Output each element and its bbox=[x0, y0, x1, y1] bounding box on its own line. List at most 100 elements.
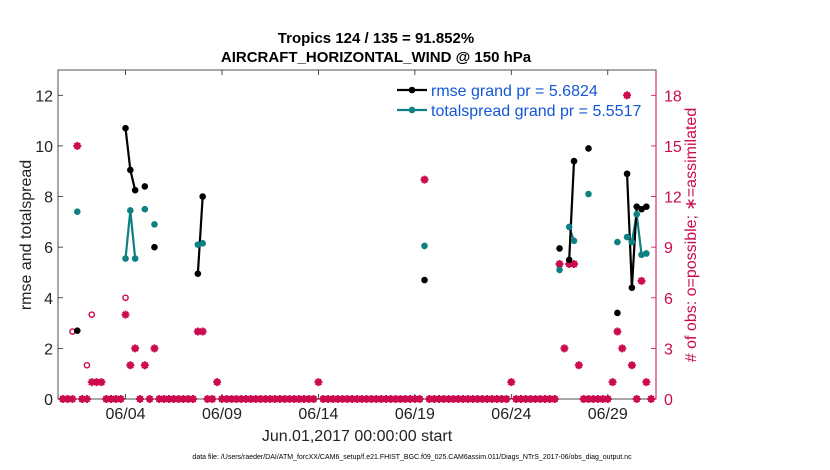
obs-assimilated-marker bbox=[63, 395, 72, 403]
rmse-marker bbox=[570, 157, 578, 165]
obs-assimilated-marker bbox=[632, 395, 641, 403]
obs-assimilated-marker bbox=[463, 395, 472, 403]
obs-assimilated-marker bbox=[121, 310, 130, 319]
obs-assimilated-marker bbox=[290, 395, 299, 403]
obs-assimilated-marker bbox=[574, 361, 583, 370]
obs-assimilated-marker bbox=[570, 260, 579, 269]
obs-assimilated-marker bbox=[444, 395, 453, 403]
obs-assimilated-marker bbox=[299, 395, 308, 403]
obs-assimilated-marker bbox=[227, 395, 236, 403]
obs-assimilated-marker bbox=[565, 260, 574, 269]
y-tick-label: 6 bbox=[44, 240, 53, 257]
obs-assimilated-marker bbox=[256, 395, 265, 403]
obs-assimilated-marker bbox=[68, 395, 77, 403]
rmse-line bbox=[568, 161, 576, 260]
obs-assimilated-marker bbox=[410, 395, 419, 403]
obs-assimilated-marker bbox=[58, 395, 67, 403]
legend-rmse-label: rmse grand pr = 5.6824 bbox=[431, 83, 598, 100]
obs-assimilated-marker bbox=[213, 378, 222, 387]
obs-assimilated-marker bbox=[251, 395, 260, 403]
obs-assimilated-marker bbox=[189, 395, 198, 403]
obs-assimilated-marker bbox=[502, 395, 511, 403]
obs-assimilated-marker bbox=[434, 395, 443, 403]
rmse-marker bbox=[122, 124, 129, 132]
obs-assimilated-marker bbox=[420, 175, 429, 184]
obs-assimilated-marker bbox=[82, 395, 91, 403]
obs-assimilated-marker bbox=[184, 395, 193, 403]
obs-assimilated-marker bbox=[516, 395, 525, 403]
obs-assimilated-marker bbox=[314, 378, 323, 387]
obs-assimilated-marker bbox=[468, 395, 477, 403]
spread-marker bbox=[565, 223, 573, 231]
obs-assimilated-marker bbox=[266, 395, 275, 403]
obs-assimilated-marker bbox=[140, 361, 149, 370]
obs-assimilated-marker bbox=[598, 395, 607, 403]
obs-assimilated-marker bbox=[271, 395, 280, 403]
y-tick-label-right: 3 bbox=[664, 341, 673, 358]
x-tick-label: 06/24 bbox=[491, 406, 531, 423]
rmse-line bbox=[196, 196, 204, 274]
y-tick-label-right: 6 bbox=[664, 291, 673, 308]
obs-assimilated-marker bbox=[396, 395, 405, 403]
obs-assimilated-marker bbox=[560, 344, 569, 353]
obs-assimilated-marker bbox=[488, 395, 497, 403]
rmse-marker bbox=[421, 276, 428, 284]
obs-assimilated-marker bbox=[512, 395, 521, 403]
obs-assimilated-marker bbox=[449, 395, 458, 403]
x-tick-label: 06/04 bbox=[105, 406, 145, 423]
obs-assimilated-marker bbox=[367, 395, 376, 403]
obs-assimilated-marker bbox=[145, 395, 154, 403]
rmse-marker bbox=[614, 309, 621, 317]
obs-assimilated-marker bbox=[483, 395, 492, 403]
plot-area bbox=[57, 69, 657, 400]
obs-possible-marker bbox=[83, 361, 91, 369]
obs-assimilated-marker bbox=[73, 141, 82, 150]
obs-assimilated-marker bbox=[304, 395, 313, 403]
y-tick-label-right: 9 bbox=[664, 240, 673, 257]
obs-assimilated-marker bbox=[131, 344, 140, 353]
obs-assimilated-marker bbox=[459, 395, 468, 403]
x-tick-label: 06/09 bbox=[202, 406, 242, 423]
obs-assimilated-marker bbox=[150, 344, 159, 353]
y-axis-label: rmse and totalspread bbox=[18, 160, 35, 310]
obs-assimilated-marker bbox=[647, 395, 656, 403]
spread-marker bbox=[151, 221, 158, 228]
obs-assimilated-marker bbox=[637, 276, 646, 285]
obs-assimilated-marker bbox=[261, 395, 270, 403]
spread-marker bbox=[122, 255, 129, 262]
rmse-marker bbox=[194, 270, 202, 278]
obs-assimilated-marker bbox=[613, 327, 622, 336]
rmse-marker bbox=[127, 166, 134, 174]
obs-assimilated-marker bbox=[377, 395, 386, 403]
spread-marker bbox=[73, 208, 81, 216]
obs-assimilated-marker bbox=[536, 395, 545, 403]
x-tick-label: 06/29 bbox=[588, 406, 628, 423]
y-tick-label: 8 bbox=[44, 190, 53, 207]
obs-assimilated-marker bbox=[164, 395, 173, 403]
obs-assimilated-marker bbox=[295, 395, 304, 403]
legend-spread-label: totalspread grand pr = 5.5517 bbox=[431, 103, 641, 120]
obs-assimilated-marker bbox=[246, 395, 255, 403]
y-tick-label: 12 bbox=[35, 88, 53, 105]
y-tick-label-right: 0 bbox=[664, 392, 673, 409]
obs-assimilated-marker bbox=[579, 395, 588, 403]
spread-marker bbox=[127, 207, 134, 214]
obs-assimilated-marker bbox=[160, 395, 169, 403]
rmse-marker bbox=[131, 186, 139, 194]
rmse-marker bbox=[199, 193, 206, 200]
legend-rmse-marker bbox=[408, 86, 416, 94]
chart-subtitle: AIRCRAFT_HORIZONTAL_WIND @ 150 hPa bbox=[221, 49, 532, 66]
obs-assimilated-marker bbox=[550, 395, 559, 403]
obs-assimilated-marker bbox=[222, 395, 231, 403]
obs-assimilated-marker bbox=[275, 395, 284, 403]
spread-marker bbox=[614, 238, 621, 246]
obs-assimilated-marker bbox=[473, 395, 482, 403]
rmse-marker bbox=[141, 183, 149, 190]
obs-assimilated-marker bbox=[439, 395, 448, 403]
obs-assimilated-marker bbox=[362, 395, 371, 403]
rmse-marker bbox=[628, 284, 636, 291]
obs-assimilated-marker bbox=[333, 395, 342, 403]
obs-assimilated-marker bbox=[430, 395, 439, 403]
obs-assimilated-marker bbox=[324, 395, 333, 403]
